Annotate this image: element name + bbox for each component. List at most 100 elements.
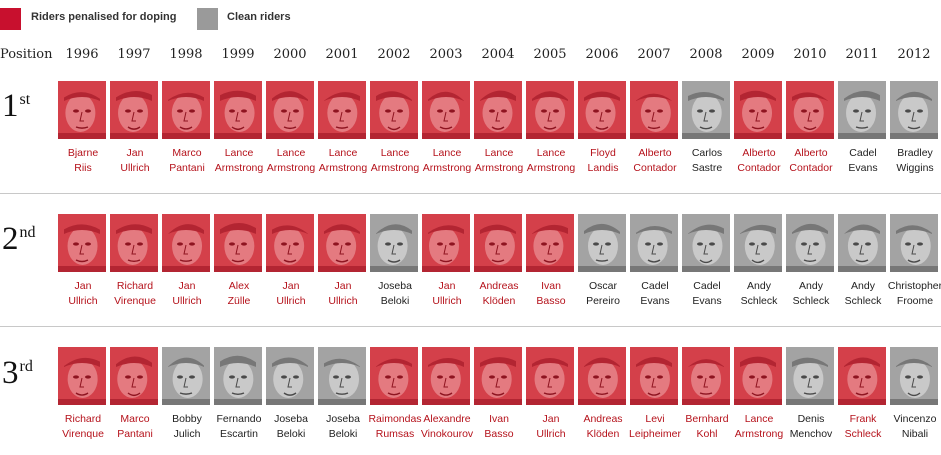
rider-first-name: Marco (172, 147, 202, 159)
rider-name: Joseba Beloki (362, 279, 428, 309)
rider-name: Bjarne Riis (50, 146, 116, 176)
rider-name: Bobby Julich (154, 412, 220, 442)
rider-photo (526, 347, 574, 405)
rider-first-name: Lance (484, 147, 514, 159)
rider-first-name: Andy (747, 280, 771, 292)
rider-first-name: Raimondas (368, 413, 422, 425)
legend: Riders penalised for doping Clean riders (0, 8, 941, 30)
rider-first-name: Jan (334, 280, 352, 292)
rider-name: Alberto Contador (778, 146, 844, 176)
rider-photo (422, 81, 470, 139)
rider-last-name: Nibali (901, 428, 929, 440)
rider-last-name: Evans (692, 295, 722, 307)
rider-first-name: Frank (849, 413, 877, 425)
rider-last-name: Ullrich (172, 295, 202, 307)
rider-name: Jan Ullrich (518, 412, 584, 442)
rider-first-name: Jan (282, 280, 300, 292)
rider-last-name: Beloki (380, 295, 410, 307)
year-header-1999: 1999 (221, 47, 255, 62)
rider-name: Andreas Klöden (466, 279, 532, 309)
rider-name: Lance Armstrong (206, 146, 272, 176)
rider-first-name: Alberto (742, 147, 776, 159)
rider-name: Vincenzo Nibali (882, 412, 941, 442)
rider-photo (890, 214, 938, 272)
rank-suffix: st (19, 91, 31, 108)
rider-name: Alberto Contador (622, 146, 688, 176)
year-header-2000: 2000 (273, 47, 307, 62)
rider-photo (266, 81, 314, 139)
rider-first-name: Lance (328, 147, 358, 159)
rank-suffix: rd (19, 358, 33, 375)
rider-photo (110, 214, 158, 272)
rider-photo (110, 81, 158, 139)
rider-first-name: Vincenzo (893, 413, 937, 425)
rider-photo (162, 214, 210, 272)
year-header-1996: 1996 (65, 47, 99, 62)
rider-first-name: Alberto (638, 147, 672, 159)
rider-name: Oscar Pereiro (570, 279, 636, 309)
rider-last-name: Evans (848, 162, 878, 174)
rider-name: Ivan Basso (518, 279, 584, 309)
rider-first-name: Lance (276, 147, 306, 159)
year-header-1998: 1998 (169, 47, 203, 62)
rider-name: Cadel Evans (830, 146, 896, 176)
rider-first-name: Jan (542, 413, 560, 425)
rider-name: Lance Armstrong (362, 146, 428, 176)
rider-photo (890, 81, 938, 139)
rider-photo (318, 214, 366, 272)
rank-number: 3 (2, 355, 19, 391)
rider-photo (682, 214, 730, 272)
rider-last-name: Evans (640, 295, 670, 307)
year-header-2010: 2010 (793, 47, 827, 62)
rider-first-name: Alberto (794, 147, 828, 159)
rider-name: Jan Ullrich (50, 279, 116, 309)
rider-name: Jan Ullrich (258, 279, 324, 309)
rider-first-name: Richard (64, 413, 102, 425)
rider-photo (734, 347, 782, 405)
rider-photo (630, 81, 678, 139)
rider-last-name: Klöden (482, 295, 516, 307)
rider-first-name: Cadel (641, 280, 669, 292)
rider-last-name: Schleck (792, 295, 830, 307)
rider-photo (734, 81, 782, 139)
rider-photo (578, 81, 626, 139)
rider-last-name: Contador (737, 162, 781, 174)
rider-first-name: Ivan (489, 413, 509, 425)
rider-first-name: Levi (645, 413, 665, 425)
rider-photo (370, 214, 418, 272)
rider-first-name: Bradley (897, 147, 933, 159)
year-header-2008: 2008 (689, 47, 723, 62)
year-header-2007: 2007 (637, 47, 671, 62)
year-header-2002: 2002 (377, 47, 411, 62)
rider-first-name: Lance (536, 147, 566, 159)
rider-first-name: Ivan (541, 280, 561, 292)
rider-first-name: Joseba (274, 413, 308, 425)
rider-first-name: Christopher (887, 280, 941, 292)
rider-first-name: Lance (432, 147, 462, 159)
rider-photo (266, 214, 314, 272)
rider-photo (838, 214, 886, 272)
rider-photo (266, 347, 314, 405)
rider-name: Cadel Evans (622, 279, 688, 309)
rider-photo (786, 81, 834, 139)
rider-last-name: Zülle (227, 295, 251, 307)
rider-first-name: Andy (851, 280, 875, 292)
rider-last-name: Armstrong (422, 162, 472, 174)
rider-name: Lance Armstrong (466, 146, 532, 176)
rider-last-name: Beloki (328, 428, 358, 440)
rider-last-name: Basso (484, 428, 514, 440)
rider-photo (526, 214, 574, 272)
rider-name: Ivan Basso (466, 412, 532, 442)
rider-photo (318, 347, 366, 405)
rider-last-name: Kohl (696, 428, 718, 440)
position-column-header: Position (0, 47, 53, 62)
rider-last-name: Armstrong (474, 162, 524, 174)
rider-name: Carlos Sastre (674, 146, 740, 176)
rider-last-name: Armstrong (734, 428, 784, 440)
rider-first-name: Jan (74, 280, 92, 292)
rider-last-name: Klöden (586, 428, 620, 440)
rider-last-name: Vinokourov (420, 428, 474, 440)
year-header-2001: 2001 (325, 47, 359, 62)
rider-last-name: Ullrich (536, 428, 566, 440)
rider-first-name: Fernando (216, 413, 262, 425)
